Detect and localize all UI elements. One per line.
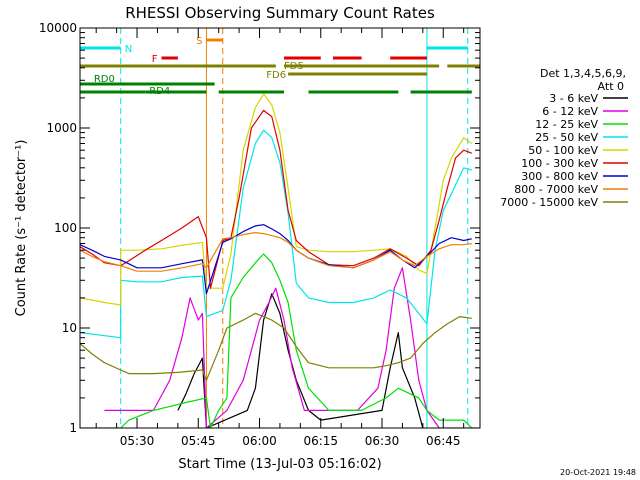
y-tick-label-5: 10000 <box>39 21 77 35</box>
legend-label-8: 800 - 7000 keV <box>514 183 598 196</box>
x-tick-label-4: 06:15 <box>303 434 338 448</box>
y-axis-label: Count Rate (s⁻¹ detector⁻¹) <box>14 140 29 317</box>
legend-label-2: 6 - 12 keV <box>542 105 598 118</box>
legend-header-line-2: Att 0 <box>598 80 624 93</box>
legend-label-4: 25 - 50 keV <box>535 131 598 144</box>
y-tick-label-3: 100 <box>54 221 77 235</box>
axis-layer: 1 10 100 1000 10000 05:30 05:45 06:00 06:15 06:30… <box>39 21 480 448</box>
flag-label-rd0: RD0 <box>94 74 115 85</box>
series-line-9 <box>80 312 472 381</box>
series-line-3 <box>80 253 473 428</box>
x-tick-label-6: 06:45 <box>426 434 461 448</box>
footer-date: 20-Oct-2021 19:48 <box>560 468 636 477</box>
series-line-4 <box>80 129 472 339</box>
x-tick-label-1: 05:30 <box>120 434 155 448</box>
legend-label-5: 50 - 100 keV <box>528 144 598 157</box>
flag-label-fd5: FD5 <box>284 61 304 72</box>
legend-label-1: 3 - 6 keV <box>549 92 598 105</box>
plot-frame <box>79 27 481 429</box>
x-axis-label: Start Time (13-Jul-03 05:16:02) <box>178 457 381 472</box>
flag-label-rd4: RD4 <box>149 86 170 97</box>
chart-title: RHESSI Observing Summary Count Rates <box>125 4 435 22</box>
flag-label-n: N <box>125 44 132 55</box>
legend-label-7: 300 - 800 keV <box>521 170 598 183</box>
series-line-8 <box>80 232 472 272</box>
legend-label-3: 12 - 25 keV <box>535 118 598 131</box>
series-line-2 <box>104 267 480 428</box>
series-line-7 <box>80 224 472 295</box>
flag-label-fd6: FD6 <box>266 70 286 81</box>
x-tick-label-2: 05:45 <box>181 434 216 448</box>
y-tick-label-4: 1000 <box>46 121 77 135</box>
legend-label-6: 100 - 300 keV <box>521 157 598 170</box>
x-tick-label-5: 06:30 <box>365 434 400 448</box>
series-line-6 <box>80 109 473 289</box>
series-line-5 <box>80 93 473 306</box>
y-tick-label-1: 1 <box>69 421 77 435</box>
flag-label-s: S <box>196 36 202 47</box>
legend-label-9: 7000 - 15000 keV <box>500 196 598 209</box>
series-line-1 <box>177 293 424 428</box>
y-tick-label-2: 10 <box>62 321 77 335</box>
flag-label-f: F <box>152 54 158 65</box>
x-tick-label-3: 06:00 <box>242 434 277 448</box>
legend-header-line-1: Det 1,3,4,5,6,9, <box>540 67 626 80</box>
